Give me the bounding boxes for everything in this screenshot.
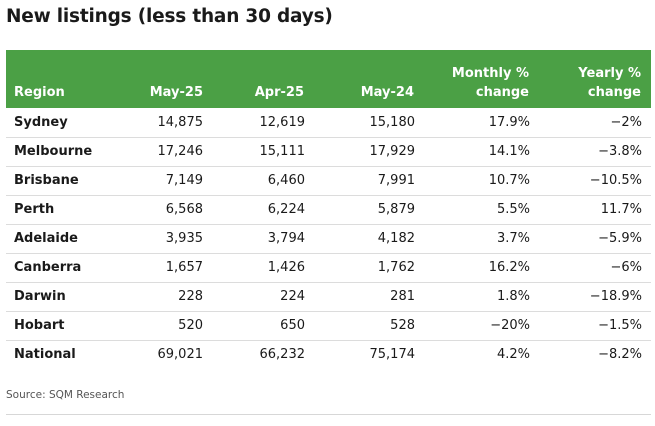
cell-monthly-change: 1.8%	[424, 282, 539, 312]
header-may-24: May-24	[314, 50, 424, 108]
cell-yearly-change: −3.8%	[539, 137, 651, 167]
cell-yearly-change: −6%	[539, 253, 651, 283]
cell-yearly-change: −10.5%	[539, 166, 651, 196]
cell-yearly-change: −8.2%	[598, 347, 642, 363]
cell-may-25: 17,246	[123, 137, 212, 167]
cell-region: Hobart	[6, 311, 123, 341]
cell-region: Adelaide	[6, 224, 123, 254]
cell-yearly-change: −2%	[539, 108, 651, 138]
source-note: Source: SQM Research	[6, 389, 125, 401]
cell-may-25: 520	[123, 311, 212, 341]
cell-region: National	[14, 347, 76, 363]
cell-apr-25: 15,111	[212, 137, 314, 167]
table-row: Hobart 520 650 528 −20% −1.5%	[6, 311, 651, 341]
cell-monthly-change: 14.1%	[424, 137, 539, 167]
table-title: New listings (less than 30 days)	[6, 6, 333, 27]
cell-may-25: 228	[123, 282, 212, 312]
cell-monthly-change: 5.5%	[424, 195, 539, 225]
cell-may-25: 69,021	[157, 347, 204, 363]
cell-yearly-change: −1.5%	[539, 311, 651, 341]
header-region: Region	[6, 50, 123, 108]
header-monthly-line1: Monthly %	[451, 66, 529, 81]
table-row: Melbourne 17,246 15,111 17,929 14.1% −3.8%	[6, 137, 651, 167]
cell-region: Darwin	[6, 282, 123, 312]
cell-yearly-change: 11.7%	[539, 195, 651, 225]
cell-monthly-change: 4.2%	[496, 347, 530, 363]
cell-may-25: 6,568	[123, 195, 212, 225]
cell-apr-25: 650	[212, 311, 314, 341]
cell-region: Sydney	[6, 108, 123, 138]
header-yearly-line1: Yearly %	[578, 66, 641, 81]
table-body: Sydney 14,875 12,619 15,180 17.9% −2% Melbourn…	[6, 108, 651, 369]
cell-may-25: 3,935	[123, 224, 212, 254]
table-row: Brisbane 7,149 6,460 7,991 10.7% −10.5%	[6, 166, 651, 196]
cell-may-24: 5,879	[314, 195, 424, 225]
cell-monthly-change: 17.9%	[424, 108, 539, 138]
cell-monthly-change: 3.7%	[424, 224, 539, 254]
table-row: Perth 6,568 6,224 5,879 5.5% 11.7%	[6, 195, 651, 225]
cell-region: Brisbane	[6, 166, 123, 196]
cell-apr-25: 6,224	[212, 195, 314, 225]
table-row: Adelaide 3,935 3,794 4,182 3.7% −5.9%	[6, 224, 651, 254]
table-header-row: Region May-25 Apr-25 May-24 Monthly % ch…	[6, 50, 651, 108]
cell-may-24: 281	[314, 282, 424, 312]
cell-yearly-change: −5.9%	[539, 224, 651, 254]
table-row: National 69,021 66,232 75,174 4.2% −8.2%	[6, 340, 651, 369]
listings-table-container: Region May-25 Apr-25 May-24 Monthly % ch…	[6, 50, 651, 369]
header-apr-25: Apr-25	[212, 50, 314, 108]
cell-region: Canberra	[6, 253, 123, 283]
cell-may-25: 14,875	[123, 108, 212, 138]
cell-may-25: 7,149	[123, 166, 212, 196]
header-monthly-line2: change	[475, 85, 529, 100]
cell-may-24: 528	[314, 311, 424, 341]
header-yearly-change: Yearly % change	[539, 50, 651, 108]
cell-monthly-change: −20%	[424, 311, 539, 341]
cell-may-24: 75,174	[369, 347, 416, 363]
cell-apr-25: 224	[212, 282, 314, 312]
cell-monthly-change: 16.2%	[424, 253, 539, 283]
cell-apr-25: 3,794	[212, 224, 314, 254]
table-row: Sydney 14,875 12,619 15,180 17.9% −2%	[6, 108, 651, 138]
cell-region: Melbourne	[6, 137, 123, 167]
cell-monthly-change: 10.7%	[424, 166, 539, 196]
cell-apr-25: 6,460	[212, 166, 314, 196]
cell-may-24: 4,182	[314, 224, 424, 254]
table-row: Canberra 1,657 1,426 1,762 16.2% −6%	[6, 253, 651, 283]
cell-may-24: 7,991	[314, 166, 424, 196]
header-yearly-line2: change	[587, 85, 641, 100]
cell-may-25: 1,657	[123, 253, 212, 283]
cell-may-24: 1,762	[314, 253, 424, 283]
bottom-divider	[6, 414, 651, 415]
cell-apr-25: 1,426	[212, 253, 314, 283]
header-monthly-change: Monthly % change	[424, 50, 539, 108]
table-row: Darwin 228 224 281 1.8% −18.9%	[6, 282, 651, 312]
cell-apr-25: 66,232	[259, 347, 306, 363]
listings-table: Region May-25 Apr-25 May-24 Monthly % ch…	[6, 50, 651, 369]
header-may-25: May-25	[123, 50, 212, 108]
cell-region: Perth	[6, 195, 123, 225]
cell-may-24: 15,180	[314, 108, 424, 138]
cell-apr-25: 12,619	[212, 108, 314, 138]
cell-may-24: 17,929	[314, 137, 424, 167]
cell-yearly-change: −18.9%	[539, 282, 651, 312]
